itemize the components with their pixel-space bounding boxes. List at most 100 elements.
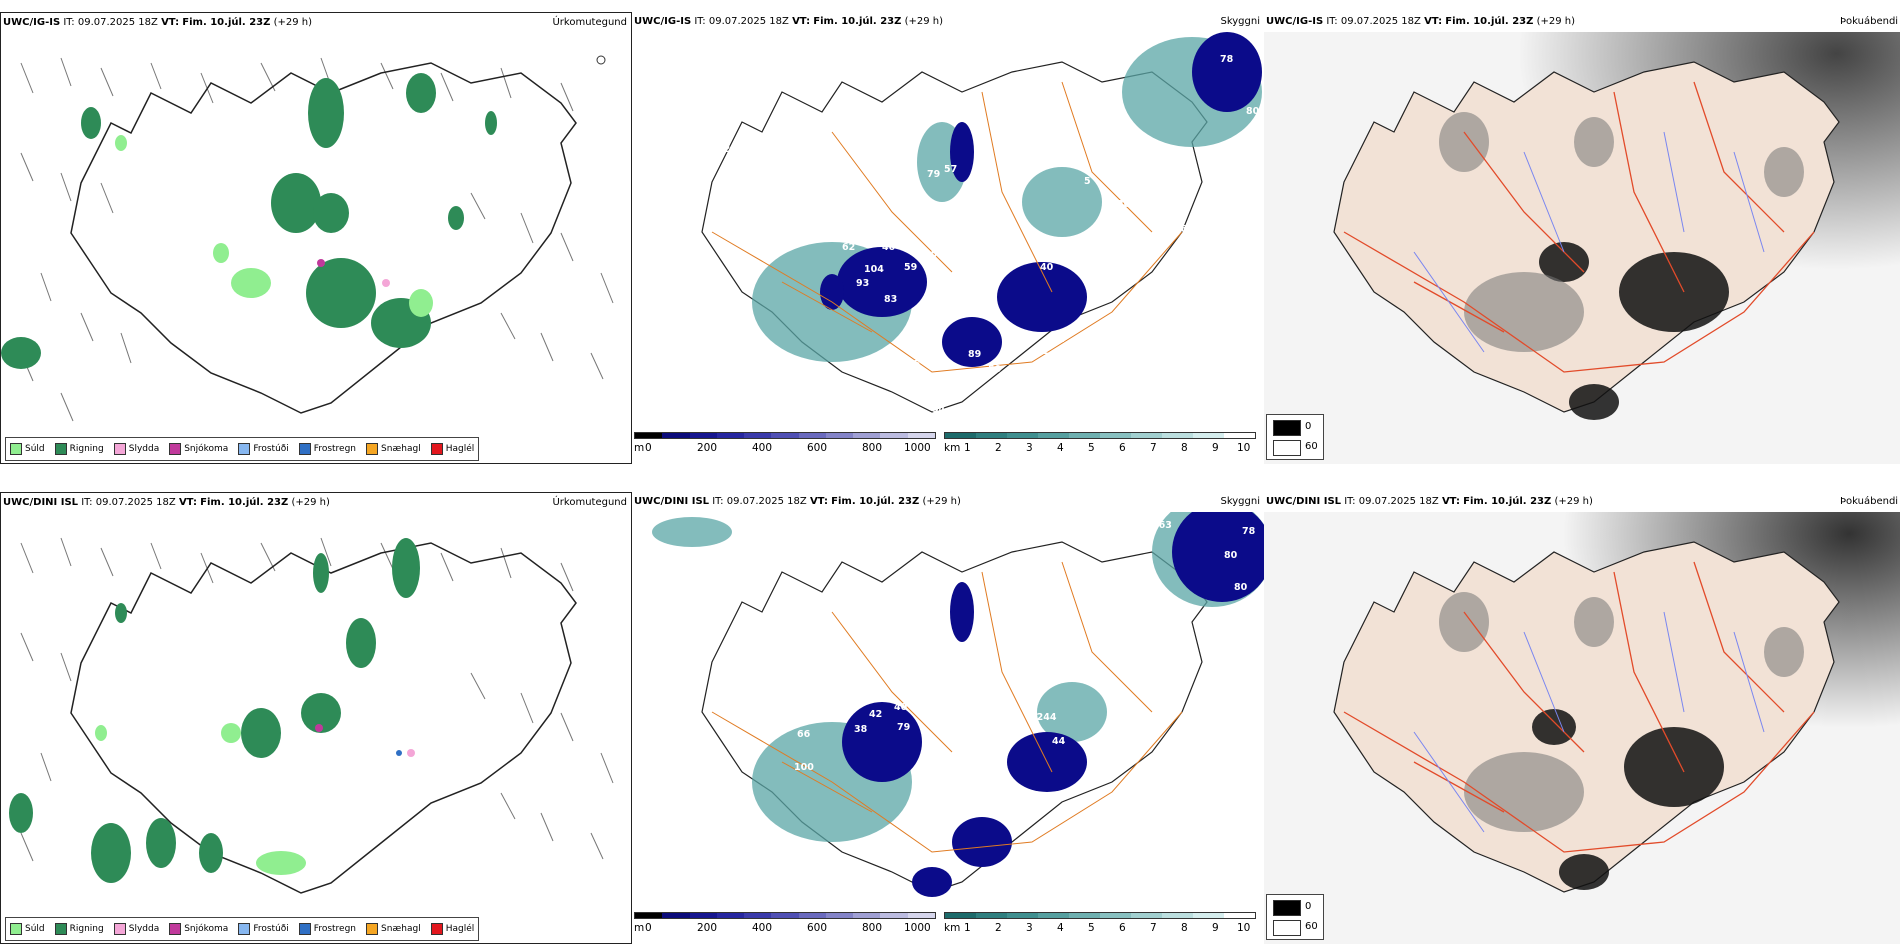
colorbar-segment	[880, 433, 908, 438]
colorbar-segment	[945, 433, 976, 438]
svg-text:59: 59	[988, 764, 1001, 775]
legend-item: Snæhagl	[366, 443, 421, 455]
svg-text:78: 78	[1242, 526, 1256, 537]
precip-legend: Súld Rigning Slydda Snjókoma Frostúði Fr…	[5, 437, 480, 461]
colorbar-segment	[1193, 433, 1224, 438]
svg-text:44: 44	[1052, 736, 1066, 747]
panel-header: UWC/DINI ISL IT: 09.07.2025 18Z VT: Fim.…	[1266, 496, 1593, 507]
svg-text:89: 89	[968, 349, 981, 360]
legend-item: Rigning	[54, 923, 104, 935]
colorbar-segment	[907, 433, 935, 438]
svg-text:61: 61	[944, 664, 957, 675]
visibility-colorbar: km 1 2 3 4 5 6 7 8 9 10	[944, 430, 1262, 460]
visibility-map: 163 78 80 80 61 40 45 33 42 40 38 79 424…	[652, 512, 1264, 897]
svg-text:49: 49	[920, 209, 933, 220]
svg-text:31: 31	[910, 794, 923, 805]
svg-text:78: 78	[757, 204, 771, 215]
svg-text:73: 73	[912, 779, 925, 790]
fog-map	[1264, 512, 1900, 944]
legend-item: Frostregn	[298, 443, 356, 455]
svg-text:83: 83	[884, 294, 897, 305]
panel-type-title: Þokuábendi	[1840, 16, 1899, 27]
svg-text:80: 80	[933, 361, 947, 372]
colorbar-segment	[1193, 913, 1224, 918]
colorbar-segment	[689, 913, 717, 918]
colorbar-segment	[635, 433, 663, 438]
colorbar-segment	[771, 913, 799, 918]
legend-item: Súld	[10, 923, 45, 935]
svg-text:107: 107	[977, 749, 997, 760]
panel-type-title: Skyggni	[1220, 16, 1260, 27]
colorbar-segment	[880, 913, 908, 918]
colorbar-segment	[1069, 433, 1100, 438]
svg-text:33: 33	[860, 690, 873, 701]
colorbar-segment	[1100, 433, 1131, 438]
svg-text:100: 100	[794, 762, 814, 773]
svg-text:54: 54	[932, 404, 946, 415]
legend-item: Snæhagl	[366, 923, 421, 935]
colorbar-segment	[1007, 433, 1038, 438]
colorbar-segment	[825, 913, 854, 918]
svg-text:4244: 4244	[1030, 712, 1057, 723]
height-colorbar: m 0 200 400 600 800 1000	[632, 910, 942, 940]
colorbar-segment	[716, 913, 745, 918]
svg-text:52: 52	[1036, 346, 1049, 357]
colorbar-segment	[798, 433, 826, 438]
svg-text:94: 94	[964, 757, 978, 768]
svg-text:20: 20	[1117, 199, 1131, 210]
colorbar-segment	[1100, 913, 1131, 918]
colorbar-segment	[744, 433, 772, 438]
panel-type-title: Þokuábendi	[1840, 496, 1899, 507]
precip-map	[1, 55, 614, 422]
legend-item: Frostúði	[238, 923, 289, 935]
svg-text:40: 40	[894, 702, 908, 713]
svg-text:34: 34	[1052, 334, 1066, 345]
svg-text:44: 44	[992, 232, 1006, 243]
colorbar-segment	[907, 913, 935, 918]
svg-text:26: 26	[757, 149, 771, 160]
fog-map	[1264, 32, 1900, 464]
visibility-map: 78 80 40 76 48 44 45 59 104 93 83 62 40 …	[694, 32, 1262, 415]
panel-type-title: Úrkomutegund	[552, 497, 627, 508]
svg-text:80: 80	[1224, 550, 1238, 561]
legend-item: Slydda	[113, 923, 159, 935]
colorbar-segment	[798, 913, 826, 918]
colorbar-segment	[945, 913, 976, 918]
svg-text:38: 38	[854, 724, 868, 735]
colorbar-segment	[1038, 913, 1069, 918]
colorbar-segment	[1131, 433, 1162, 438]
legend-item: Snjókoma	[169, 923, 228, 935]
colorbar-segment	[1162, 913, 1193, 918]
svg-text:62: 62	[717, 144, 730, 155]
svg-text:60: 60	[998, 728, 1012, 739]
colorbar-segment	[716, 433, 745, 438]
colorbar-segment	[635, 913, 663, 918]
legend-item: Haglél	[430, 923, 474, 935]
svg-text:163: 163	[1152, 520, 1172, 531]
svg-text:22: 22	[1214, 209, 1227, 220]
svg-text:76: 76	[907, 384, 921, 395]
svg-text:82: 82	[972, 769, 985, 780]
colorbar-segment	[662, 913, 690, 918]
svg-text:61: 61	[1178, 179, 1191, 190]
svg-text:80: 80	[1246, 106, 1260, 117]
precip-map	[9, 537, 614, 894]
colorbar-segment	[1038, 433, 1069, 438]
svg-text:95: 95	[744, 144, 757, 155]
colorbar-segment	[976, 433, 1007, 438]
svg-text:79: 79	[897, 722, 910, 733]
panel-header: UWC/DINI ISL IT: 09.07.2025 18Z VT: Fim.…	[634, 496, 961, 507]
svg-text:78: 78	[1192, 234, 1206, 245]
colorbar-segment	[689, 433, 717, 438]
svg-text:63: 63	[800, 359, 813, 370]
panel-header: UWC/DINI ISL IT: 09.07.2025 18Z VT: Fim.…	[3, 497, 330, 508]
panel-header: UWC/IG-IS IT: 09.07.2025 18Z VT: Fim. 10…	[3, 17, 312, 28]
visibility-panel-row1: UWC/IG-IS IT: 09.07.2025 18Z VT: Fim. 10…	[632, 12, 1264, 464]
colorbar-segment	[1069, 913, 1100, 918]
fog-panel-row1: UWC/IG-IS IT: 09.07.2025 18Z VT: Fim. 10…	[1264, 12, 1900, 464]
colorbar-segment	[1131, 913, 1162, 918]
colorbar-segment	[1162, 433, 1193, 438]
panel-header: UWC/IG-IS IT: 09.07.2025 18Z VT: Fim. 10…	[1266, 16, 1575, 27]
svg-text:75: 75	[907, 359, 920, 370]
precip-panel-row2: UWC/DINI ISL IT: 09.07.2025 18Z VT: Fim.…	[0, 492, 632, 944]
